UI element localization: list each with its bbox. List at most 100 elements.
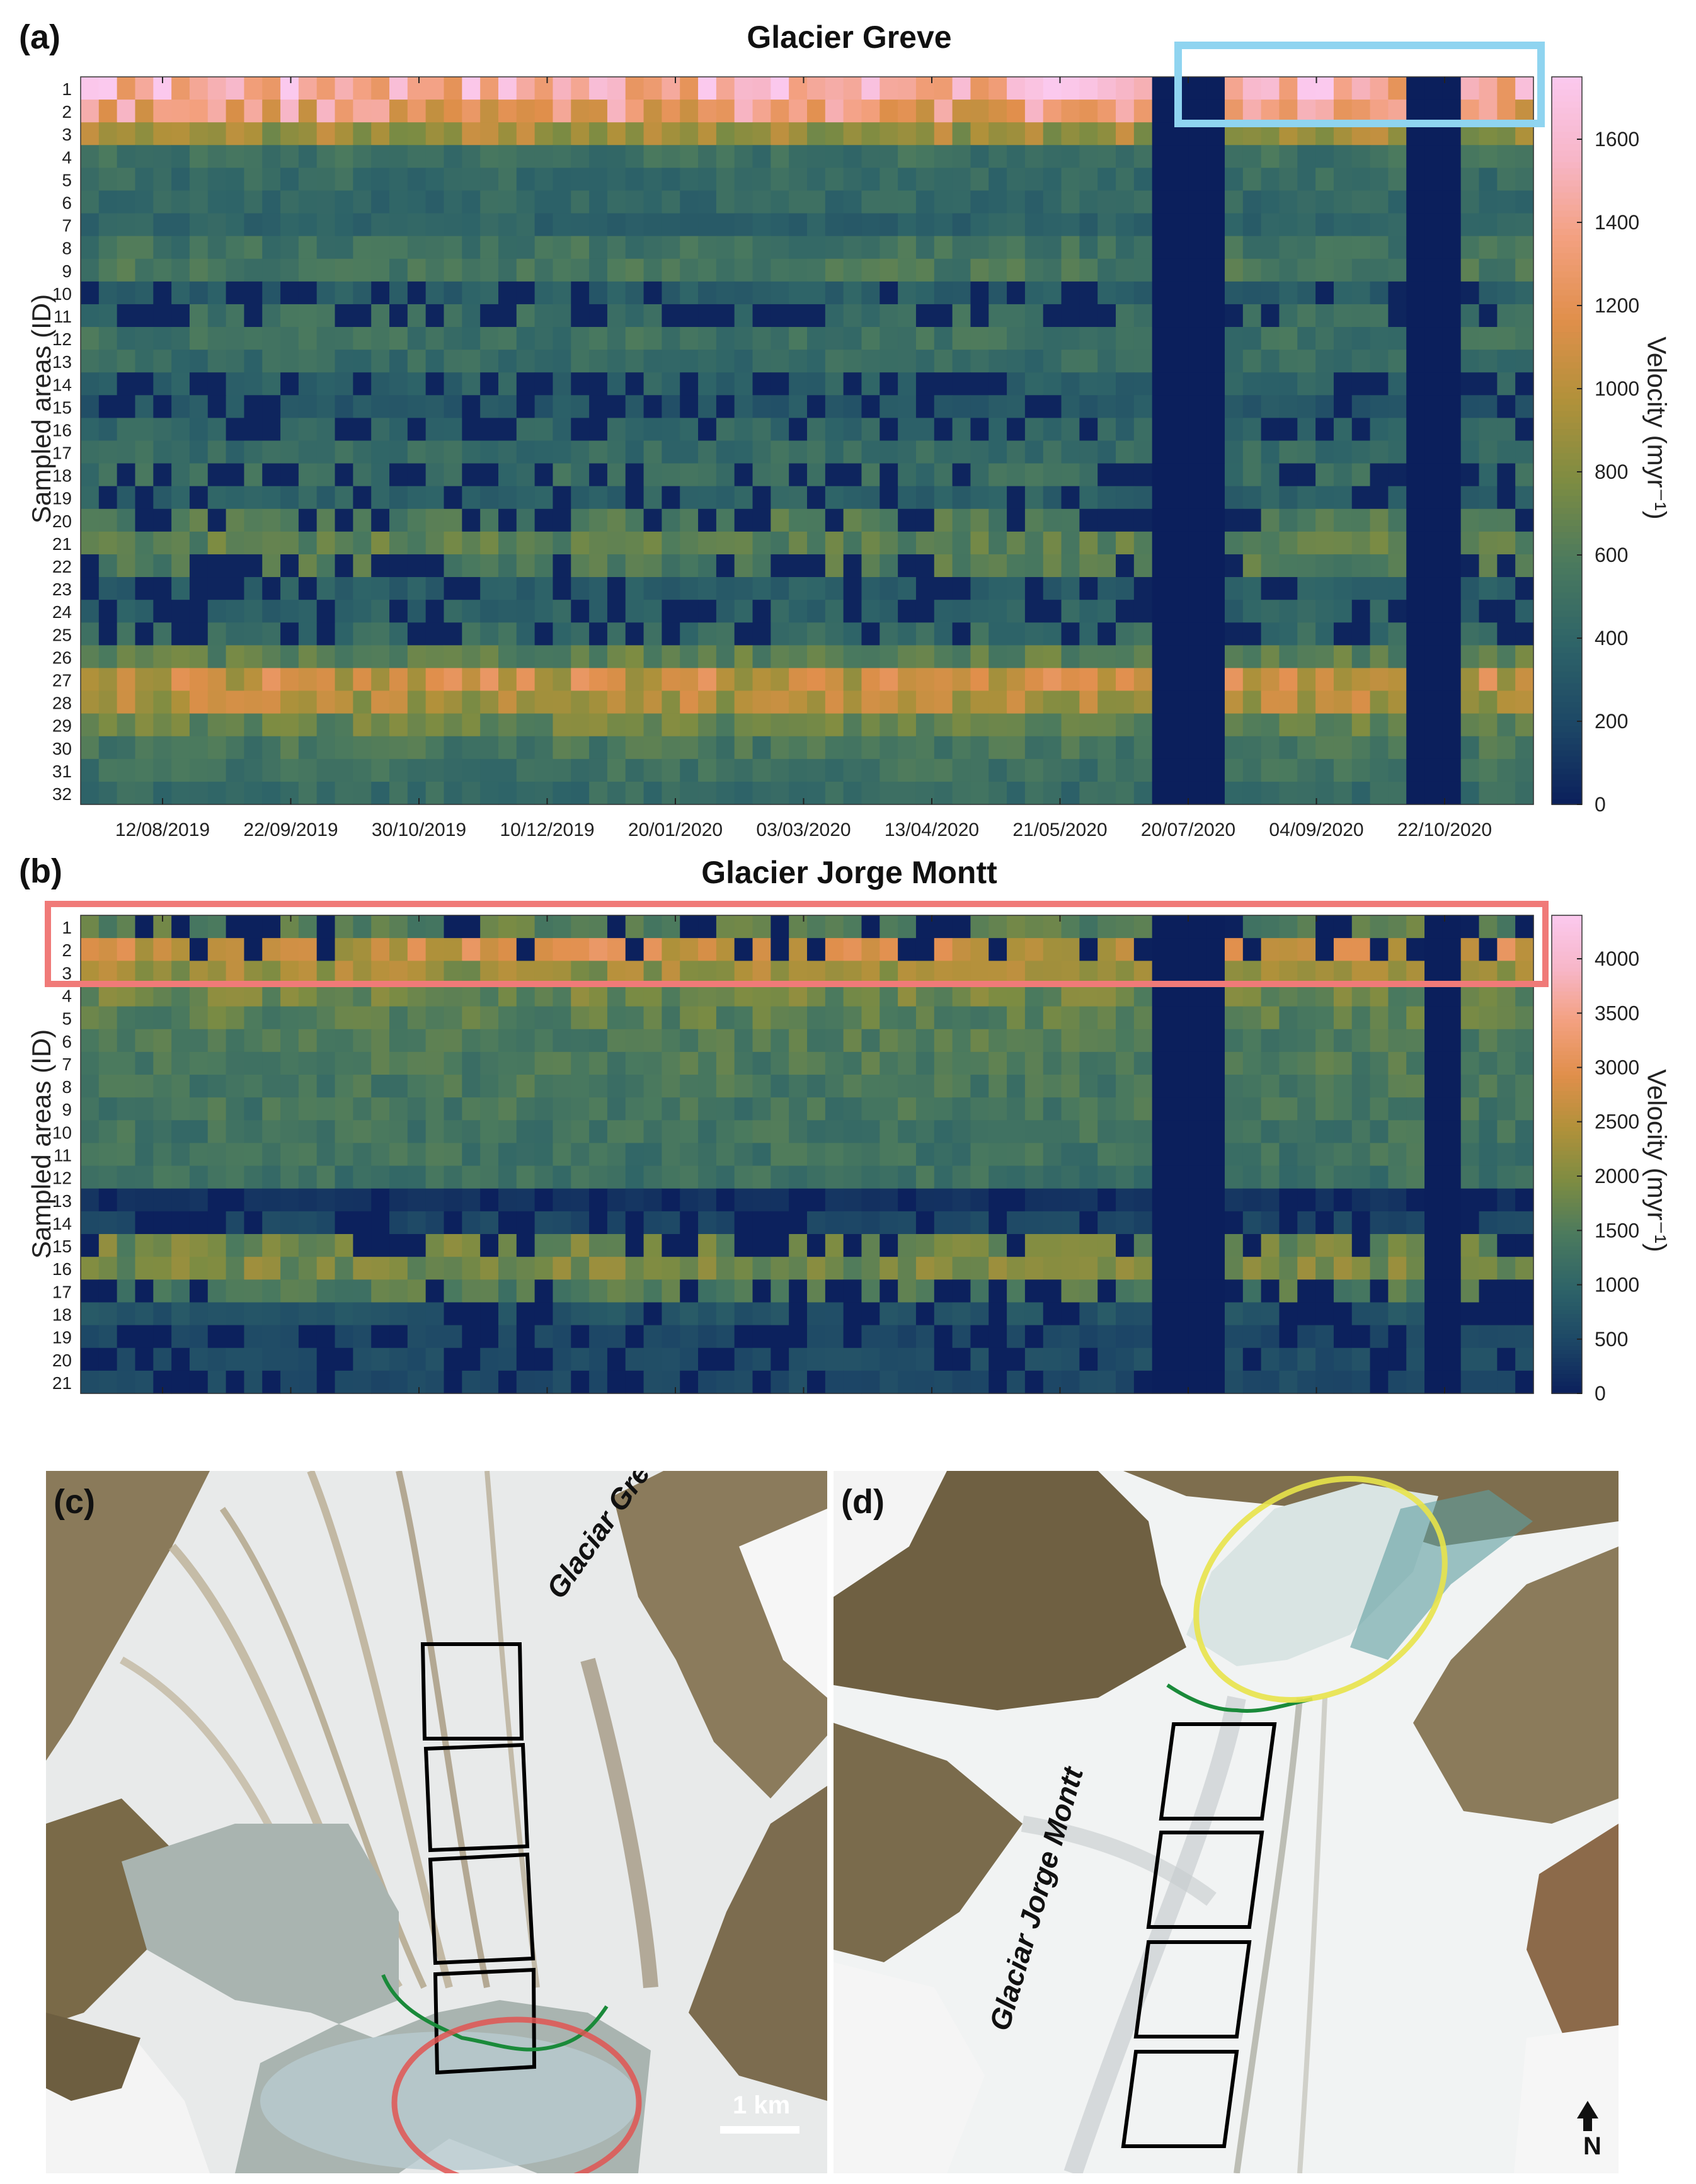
heatmap-a-cell (789, 463, 808, 487)
heatmap-a-cell (589, 258, 608, 282)
heatmap-b-cell (171, 1051, 190, 1075)
heatmap-a-cell (1460, 440, 1480, 464)
heatmap-b-colorbar-segment (1552, 1218, 1582, 1223)
heatmap-a-x-tick-label: 20/07/2020 (1141, 820, 1235, 840)
heatmap-b-colorbar-segment (1552, 1317, 1582, 1322)
heatmap-b-cell (843, 1257, 862, 1280)
heatmap-a-cell (371, 486, 390, 510)
heatmap-a-cell (189, 77, 209, 100)
heatmap-b-cell (1097, 1325, 1116, 1349)
heatmap-a-cell (1388, 622, 1407, 646)
heatmap-b-cell (1406, 1257, 1425, 1280)
heatmap-a-cell (1351, 508, 1371, 532)
heatmap-b-x-tick-label: 13/04/2020 (885, 1409, 979, 1411)
heatmap-b-cell (407, 1302, 427, 1326)
heatmap-a-cell (117, 440, 136, 464)
heatmap-a-cell (1315, 622, 1334, 646)
heatmap-a-cell (444, 463, 462, 487)
photo-d-glaciar-jorge-montt: (d) Glaciar Jorge Montt N (834, 1471, 1619, 2173)
heatmap-a-cell (843, 168, 862, 192)
heatmap-a-cell (880, 690, 898, 714)
heatmap-b: 12345678910111213141516171819202112/08/2… (45, 901, 1639, 1411)
heatmap-b-cell (915, 1051, 935, 1075)
heatmap-a-cell (407, 190, 427, 214)
heatmap-a-cell (662, 736, 680, 760)
heatmap-a-cell (189, 258, 209, 282)
heatmap-b-cell (680, 961, 699, 985)
heatmap-a-cell (880, 168, 898, 192)
heatmap-a-cell (662, 622, 680, 646)
heatmap-a-colorbar-segment (1552, 731, 1582, 738)
heatmap-b-cell (1460, 1347, 1480, 1371)
heatmap-b-cell (226, 1325, 245, 1349)
heatmap-a-cell (226, 781, 245, 805)
heatmap-b-cell (153, 1211, 172, 1235)
heatmap-a-cell (1116, 600, 1135, 623)
heatmap-a-cell (262, 758, 281, 782)
heatmap-b-cell (1497, 1029, 1516, 1053)
heatmap-b-cell (752, 915, 771, 939)
heatmap-a-cell (1079, 736, 1098, 760)
heatmap-b-cell (734, 1257, 753, 1280)
heatmap-a-cell (915, 258, 935, 282)
heatmap-a-row-label: 19 (52, 489, 72, 508)
heatmap-a-cell (1479, 350, 1498, 373)
heatmap-a-cell (244, 258, 263, 282)
heatmap-b-cell (353, 1006, 372, 1030)
heatmap-b-cell (480, 983, 499, 1007)
heatmap-a-colorbar-segment (1552, 756, 1582, 763)
heatmap-a-cell (1424, 713, 1443, 737)
heatmap-b-cell (680, 983, 699, 1007)
heatmap-b-cell (643, 1097, 662, 1121)
heatmap-a-cell (498, 600, 517, 623)
heatmap-a-cell (1442, 668, 1462, 692)
heatmap-a-cell (1297, 531, 1316, 555)
heatmap-b-cell (480, 1279, 499, 1303)
heatmap-a-cell (734, 304, 753, 328)
heatmap-a-cell (1315, 736, 1334, 760)
heatmap-a-cell (825, 508, 844, 532)
heatmap-b-cell (1351, 1097, 1371, 1121)
heatmap-b-cell (298, 1302, 318, 1326)
heatmap-a-cell (335, 395, 353, 418)
heatmap-b-cell (425, 1029, 445, 1053)
heatmap-a-cell (480, 758, 499, 782)
heatmap-a-cell (553, 486, 571, 510)
heatmap-b-cell (571, 1029, 590, 1053)
heatmap-b-cell (1170, 1120, 1189, 1144)
heatmap-b-cell (226, 1370, 245, 1394)
heatmap-a-colorbar-segment (1552, 428, 1582, 435)
heatmap-a-cell (244, 645, 263, 669)
heatmap-a-cell (1097, 168, 1116, 192)
heatmap-a-cell (643, 758, 662, 782)
heatmap-a-cell (571, 372, 590, 396)
heatmap-b-cell (898, 1211, 917, 1235)
heatmap-a-cell (825, 418, 844, 442)
heatmap-a-cell (1351, 77, 1371, 100)
heatmap-a-cell (1424, 258, 1443, 282)
heatmap-a-cell (970, 713, 989, 737)
heatmap-a-cell (1297, 600, 1316, 623)
heatmap-a-cell (207, 690, 227, 714)
heatmap-b-cell (1351, 1257, 1371, 1280)
heatmap-b-cell (389, 983, 408, 1007)
heatmap-a-cell (1261, 531, 1280, 555)
heatmap-b-cell (425, 1211, 445, 1235)
heatmap-a-cell (934, 736, 953, 760)
heatmap-b-cell (81, 1165, 100, 1189)
heatmap-a-cell (1406, 145, 1425, 168)
heatmap-a-cell (244, 213, 263, 237)
heatmap-b-cell (407, 983, 427, 1007)
heatmap-b-cell (1370, 1234, 1389, 1257)
heatmap-a-cell (1170, 395, 1189, 418)
heatmap-b-cell (662, 1006, 680, 1030)
heatmap-b-cell (662, 1279, 680, 1303)
heatmap-b-cell (589, 1370, 608, 1394)
heatmap-a-cell (680, 168, 699, 192)
heatmap-a-cell (1297, 190, 1316, 214)
heatmap-a-cell (825, 236, 844, 260)
heatmap-a-cell (789, 258, 808, 282)
heatmap-a-cell (353, 281, 372, 305)
heatmap-b-cell (1370, 1347, 1389, 1371)
heatmap-a-cell (1388, 304, 1407, 328)
